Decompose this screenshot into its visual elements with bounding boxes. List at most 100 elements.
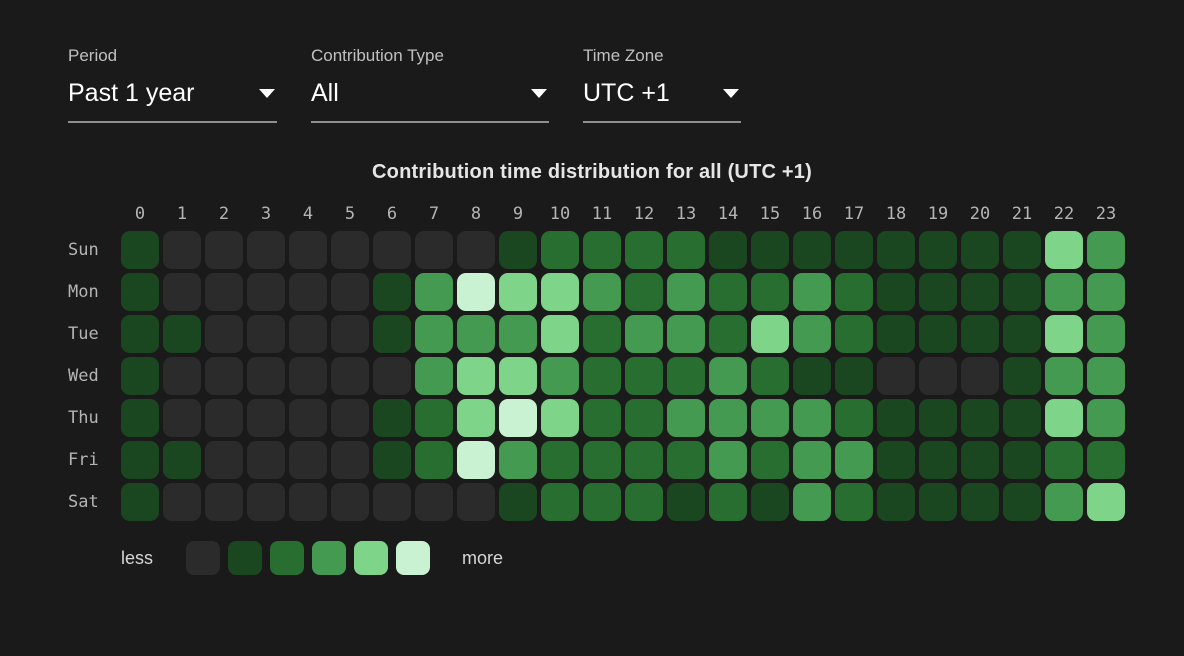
heatmap-cell[interactable] bbox=[751, 231, 789, 269]
heatmap-cell[interactable] bbox=[793, 483, 831, 521]
heatmap-cell[interactable] bbox=[1087, 399, 1125, 437]
heatmap-cell[interactable] bbox=[667, 273, 705, 311]
heatmap-cell[interactable] bbox=[163, 273, 201, 311]
heatmap-cell[interactable] bbox=[373, 357, 411, 395]
heatmap-cell[interactable] bbox=[793, 357, 831, 395]
heatmap-cell[interactable] bbox=[331, 231, 369, 269]
heatmap-cell[interactable] bbox=[877, 357, 915, 395]
heatmap-cell[interactable] bbox=[331, 399, 369, 437]
heatmap-cell[interactable] bbox=[961, 315, 999, 353]
heatmap-cell[interactable] bbox=[1045, 231, 1083, 269]
heatmap-cell[interactable] bbox=[541, 483, 579, 521]
heatmap-cell[interactable] bbox=[415, 483, 453, 521]
heatmap-cell[interactable] bbox=[709, 399, 747, 437]
heatmap-cell[interactable] bbox=[667, 399, 705, 437]
heatmap-cell[interactable] bbox=[1045, 357, 1083, 395]
heatmap-cell[interactable] bbox=[541, 231, 579, 269]
heatmap-cell[interactable] bbox=[625, 231, 663, 269]
heatmap-cell[interactable] bbox=[583, 315, 621, 353]
heatmap-cell[interactable] bbox=[205, 273, 243, 311]
contribution-type-dropdown[interactable]: All bbox=[311, 79, 549, 123]
heatmap-cell[interactable] bbox=[205, 483, 243, 521]
heatmap-cell[interactable] bbox=[1003, 231, 1041, 269]
heatmap-cell[interactable] bbox=[625, 441, 663, 479]
heatmap-cell[interactable] bbox=[919, 483, 957, 521]
heatmap-cell[interactable] bbox=[499, 273, 537, 311]
heatmap-cell[interactable] bbox=[835, 483, 873, 521]
heatmap-cell[interactable] bbox=[247, 315, 285, 353]
heatmap-cell[interactable] bbox=[457, 273, 495, 311]
heatmap-cell[interactable] bbox=[877, 315, 915, 353]
heatmap-cell[interactable] bbox=[751, 315, 789, 353]
heatmap-cell[interactable] bbox=[961, 357, 999, 395]
heatmap-cell[interactable] bbox=[961, 273, 999, 311]
heatmap-cell[interactable] bbox=[919, 441, 957, 479]
heatmap-cell[interactable] bbox=[919, 357, 957, 395]
heatmap-cell[interactable] bbox=[163, 441, 201, 479]
heatmap-cell[interactable] bbox=[499, 315, 537, 353]
heatmap-cell[interactable] bbox=[499, 357, 537, 395]
heatmap-cell[interactable] bbox=[163, 483, 201, 521]
heatmap-cell[interactable] bbox=[331, 315, 369, 353]
heatmap-cell[interactable] bbox=[457, 357, 495, 395]
heatmap-cell[interactable] bbox=[793, 231, 831, 269]
heatmap-cell[interactable] bbox=[1087, 315, 1125, 353]
heatmap-cell[interactable] bbox=[1045, 315, 1083, 353]
heatmap-cell[interactable] bbox=[121, 483, 159, 521]
heatmap-cell[interactable] bbox=[583, 357, 621, 395]
heatmap-cell[interactable] bbox=[373, 315, 411, 353]
heatmap-cell[interactable] bbox=[499, 441, 537, 479]
heatmap-cell[interactable] bbox=[163, 315, 201, 353]
heatmap-cell[interactable] bbox=[667, 441, 705, 479]
heatmap-cell[interactable] bbox=[1087, 483, 1125, 521]
heatmap-cell[interactable] bbox=[1045, 399, 1083, 437]
heatmap-cell[interactable] bbox=[793, 441, 831, 479]
heatmap-cell[interactable] bbox=[751, 441, 789, 479]
heatmap-cell[interactable] bbox=[205, 231, 243, 269]
heatmap-cell[interactable] bbox=[457, 399, 495, 437]
heatmap-cell[interactable] bbox=[121, 231, 159, 269]
heatmap-cell[interactable] bbox=[415, 357, 453, 395]
heatmap-cell[interactable] bbox=[961, 231, 999, 269]
heatmap-cell[interactable] bbox=[499, 483, 537, 521]
period-dropdown[interactable]: Past 1 year bbox=[68, 79, 277, 123]
heatmap-cell[interactable] bbox=[835, 399, 873, 437]
heatmap-cell[interactable] bbox=[709, 441, 747, 479]
heatmap-cell[interactable] bbox=[1045, 273, 1083, 311]
heatmap-cell[interactable] bbox=[961, 441, 999, 479]
heatmap-cell[interactable] bbox=[751, 399, 789, 437]
heatmap-cell[interactable] bbox=[877, 483, 915, 521]
heatmap-cell[interactable] bbox=[1045, 483, 1083, 521]
heatmap-cell[interactable] bbox=[415, 273, 453, 311]
heatmap-cell[interactable] bbox=[1045, 441, 1083, 479]
heatmap-cell[interactable] bbox=[877, 231, 915, 269]
heatmap-cell[interactable] bbox=[1087, 441, 1125, 479]
heatmap-cell[interactable] bbox=[205, 357, 243, 395]
heatmap-cell[interactable] bbox=[457, 483, 495, 521]
heatmap-cell[interactable] bbox=[625, 315, 663, 353]
heatmap-cell[interactable] bbox=[625, 357, 663, 395]
heatmap-cell[interactable] bbox=[457, 441, 495, 479]
heatmap-cell[interactable] bbox=[415, 441, 453, 479]
heatmap-cell[interactable] bbox=[709, 483, 747, 521]
heatmap-cell[interactable] bbox=[625, 399, 663, 437]
heatmap-cell[interactable] bbox=[583, 399, 621, 437]
heatmap-cell[interactable] bbox=[289, 357, 327, 395]
heatmap-cell[interactable] bbox=[835, 357, 873, 395]
heatmap-cell[interactable] bbox=[583, 273, 621, 311]
heatmap-cell[interactable] bbox=[247, 273, 285, 311]
heatmap-cell[interactable] bbox=[373, 399, 411, 437]
heatmap-cell[interactable] bbox=[373, 231, 411, 269]
heatmap-cell[interactable] bbox=[289, 441, 327, 479]
heatmap-cell[interactable] bbox=[457, 315, 495, 353]
heatmap-cell[interactable] bbox=[289, 483, 327, 521]
heatmap-cell[interactable] bbox=[331, 441, 369, 479]
heatmap-cell[interactable] bbox=[499, 231, 537, 269]
heatmap-cell[interactable] bbox=[625, 273, 663, 311]
heatmap-cell[interactable] bbox=[583, 483, 621, 521]
heatmap-cell[interactable] bbox=[1003, 483, 1041, 521]
heatmap-cell[interactable] bbox=[247, 441, 285, 479]
heatmap-cell[interactable] bbox=[919, 231, 957, 269]
heatmap-cell[interactable] bbox=[583, 231, 621, 269]
heatmap-cell[interactable] bbox=[541, 315, 579, 353]
